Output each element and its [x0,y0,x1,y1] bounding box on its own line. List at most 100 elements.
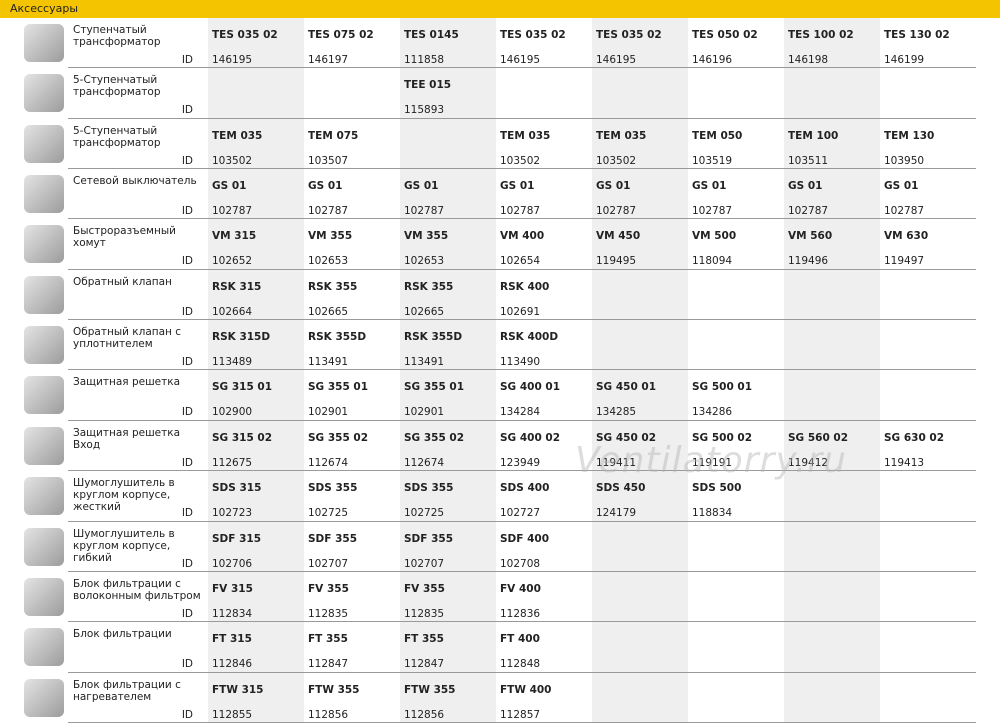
id-label: ID [181,658,193,671]
article-id: 146195 [500,54,541,66]
model-code: RSK 355D [308,331,367,344]
article-id: 123949 [500,456,541,469]
model-code: FT 400 [500,633,540,646]
article-id: 102787 [212,205,253,218]
row-label: 5-Ступенчатый трансформатор [73,124,161,149]
article-id: 102706 [212,557,253,570]
article-id: 134286 [692,406,733,419]
model-code: GS 01 [212,180,247,193]
article-id: 102725 [404,507,445,520]
id-label: ID [181,305,193,318]
model-code: TES 130 02 [884,29,950,41]
article-id: 124179 [596,507,637,520]
model-code: GS 01 [884,180,919,193]
model-code: FT 315 [212,633,252,646]
article-id: 102708 [500,557,541,570]
article-id: 112836 [500,607,541,620]
id-label: ID [181,54,193,66]
model-code: GS 01 [596,180,631,193]
model-code: GS 01 [500,180,535,193]
row-label: Блок фильтрации [73,628,172,641]
model-code: SG 400 01 [500,381,561,394]
row-separator [68,419,976,421]
model-code: VM 500 [692,230,737,243]
model-code: TEM 075 [308,129,359,142]
model-code: FTW 355 [308,683,360,696]
article-id: 112847 [404,658,445,671]
row-label: Ступенчатый трансформатор [73,24,161,48]
article-id: 112674 [308,456,349,469]
article-id: 119191 [692,456,733,469]
article-id: 102652 [212,255,253,268]
article-id: 146198 [788,54,829,66]
id-label: ID [181,154,193,167]
article-id: 102665 [308,305,349,318]
model-code: TEM 130 [884,129,935,142]
article-id: 112834 [212,607,253,620]
article-id: 113491 [404,356,445,369]
row-label: Защитная решетка Вход [73,426,181,451]
model-code: RSK 400 [500,280,550,293]
model-code: SDS 315 [212,482,262,495]
id-label: ID [181,507,193,520]
article-id: 102653 [404,255,445,268]
id-label: ID [181,708,193,721]
article-id: 146197 [308,54,349,66]
model-code: VM 355 [308,230,353,243]
article-id: 134285 [596,406,637,419]
model-code: FTW 400 [500,683,552,696]
id-label: ID [181,607,193,620]
article-id: 103502 [500,154,541,167]
article-id: 112857 [500,708,541,721]
article-id: 103511 [788,154,829,167]
model-code: TES 0145 [404,29,459,41]
article-id: 112835 [308,607,349,620]
model-code: TEM 035 [596,129,647,142]
model-code: FV 355 [404,582,445,595]
model-code: SG 355 02 [404,431,465,444]
article-id: 113490 [500,356,541,369]
article-id: 102691 [500,305,541,318]
article-id: 102787 [500,205,541,218]
article-id: 112856 [404,708,445,721]
article-id: 103519 [692,154,733,167]
article-id: 119497 [884,255,925,268]
model-code: FT 355 [308,633,348,646]
row-separator [68,218,976,220]
model-code: SG 450 02 [596,431,657,444]
id-label: ID [181,356,193,369]
model-code: GS 01 [404,180,439,193]
article-id: 103507 [308,154,349,167]
model-code: FV 355 [308,582,349,595]
model-code: VM 400 [500,230,545,243]
article-id: 146195 [596,54,637,66]
article-id: 146196 [692,54,733,66]
model-code: GS 01 [308,180,343,193]
article-id: 102787 [692,205,733,218]
article-id: 102900 [212,406,253,419]
model-code: TEM 035 [212,129,263,142]
article-id: 102723 [212,507,253,520]
model-code: FTW 315 [212,683,264,696]
article-id: 119411 [596,456,637,469]
article-id: 118834 [692,507,733,520]
model-code: SG 315 02 [212,431,273,444]
model-code: SDS 355 [308,482,358,495]
product-image [24,124,64,163]
model-code: FV 400 [500,582,541,595]
id-label: ID [181,557,193,570]
article-id: 112846 [212,658,253,671]
product-image [24,376,64,415]
model-code: TEM 035 [500,129,551,142]
article-id: 102664 [212,305,253,318]
article-id: 146199 [884,54,925,66]
model-code: SG 560 02 [788,431,849,444]
model-code: TEM 100 [788,129,839,142]
model-code: FTW 355 [404,683,456,696]
model-code: FT 355 [404,633,444,646]
article-id: 102707 [308,557,349,570]
model-code: SG 500 02 [692,431,753,444]
product-image [24,527,64,566]
article-id: 111858 [404,54,445,66]
